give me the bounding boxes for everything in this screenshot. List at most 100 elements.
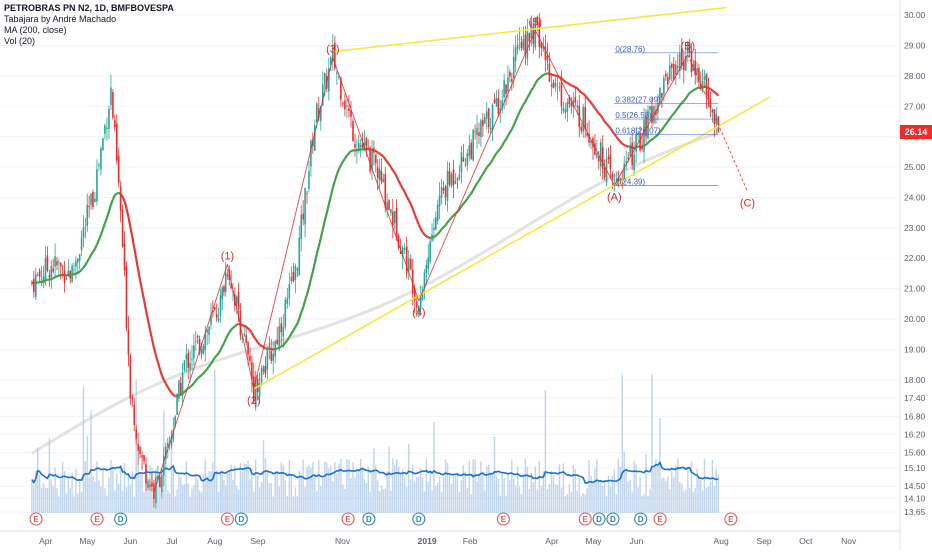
ema-slow-segment	[393, 170, 395, 172]
price-tick-label: 18.00	[904, 375, 926, 385]
time-tick-label: Jun	[630, 536, 644, 546]
volume-bar	[130, 485, 131, 513]
volume-bar	[312, 462, 313, 513]
volume-bar	[610, 486, 611, 513]
volume-bar	[569, 484, 570, 513]
price-tick-label: 15.60	[904, 448, 926, 458]
candle-body	[64, 271, 66, 284]
ema-slow-segment	[444, 225, 446, 227]
volume-bar	[306, 467, 307, 513]
candle-body	[375, 155, 377, 163]
volume-bar	[428, 482, 429, 513]
volume-bar	[322, 478, 323, 513]
volume-bar	[364, 479, 365, 513]
ema-slow-segment	[716, 93, 718, 95]
candle-body	[249, 356, 251, 361]
candle-body	[342, 103, 344, 104]
candle-body	[47, 255, 49, 270]
ema-slow-segment	[119, 193, 121, 194]
volume-bar	[191, 489, 192, 513]
volume-bar	[463, 465, 464, 513]
ema-slow-segment	[440, 229, 442, 232]
volume-bar	[388, 446, 389, 513]
time-tick-label: 2019	[418, 536, 437, 546]
event-letter-11: D	[610, 515, 616, 524]
volume-bar	[184, 484, 185, 513]
candle-body	[346, 105, 348, 106]
volume-bar	[238, 490, 239, 513]
ema-slow-segment	[591, 103, 593, 106]
legend-author: Tabajara by André Machado	[4, 14, 174, 25]
ema-slow-segment	[188, 387, 190, 388]
ema-slow-segment	[59, 275, 61, 276]
volume-bar	[445, 459, 446, 513]
volume-bar	[383, 489, 384, 513]
candle-body	[348, 108, 350, 111]
candle-body	[298, 238, 300, 275]
volume-bar	[182, 485, 183, 513]
candle-body	[582, 107, 584, 132]
candle-body	[490, 128, 492, 129]
volume-bar	[683, 491, 684, 513]
volume-bar	[348, 460, 349, 513]
ema-slow-segment	[620, 142, 622, 144]
candle-body	[476, 128, 478, 136]
ema-slow-segment	[205, 369, 207, 371]
candle-body	[104, 125, 106, 134]
volume-bar	[340, 459, 341, 513]
volume-bar	[655, 459, 656, 513]
ema-slow-segment	[704, 87, 706, 88]
volume-bar	[596, 459, 597, 513]
volume-bar	[689, 488, 690, 513]
volume-bar	[469, 461, 470, 513]
ema-slow-segment	[281, 345, 283, 346]
ema-slow-segment	[201, 373, 203, 375]
ema-slow-segment	[57, 276, 59, 277]
ema-slow-segment	[91, 252, 93, 255]
ema-slow-segment	[710, 89, 712, 90]
candle-body	[575, 97, 577, 103]
candle-body	[106, 128, 108, 130]
candle-body	[90, 194, 92, 205]
volume-bar	[649, 489, 650, 513]
volume-bar	[230, 465, 231, 513]
candle-body	[297, 269, 299, 270]
volume-bar	[606, 496, 607, 513]
volume-bar	[447, 463, 448, 513]
candle-body	[58, 263, 60, 264]
volume-bar	[304, 487, 305, 513]
candle-body	[677, 66, 679, 67]
price-tick-label: 13.65	[904, 507, 926, 517]
event-letter-7: D	[416, 515, 422, 524]
event-letter-5: E	[345, 515, 351, 524]
ema-slow-segment	[695, 88, 697, 89]
volume-bar	[326, 462, 327, 513]
candle-body	[498, 98, 500, 114]
candle-body	[408, 258, 410, 270]
volume-bar	[77, 494, 78, 513]
candle-body	[547, 56, 549, 61]
volume-bar	[356, 471, 357, 513]
event-letter-3: E	[225, 515, 231, 524]
volume-bar	[465, 472, 466, 513]
candle-body	[37, 275, 39, 276]
volume-bar	[629, 480, 630, 513]
volume-bar	[229, 471, 230, 513]
volume-bar	[242, 472, 243, 513]
candle-body	[435, 217, 437, 229]
candle-body	[565, 109, 567, 112]
volume-bar	[41, 488, 42, 513]
volume-bar	[124, 463, 125, 513]
volume-bar	[212, 463, 213, 513]
candle-body	[96, 170, 98, 202]
ema-slow-segment	[626, 146, 628, 147]
candle-body	[708, 91, 710, 100]
volume-bar	[645, 454, 646, 513]
event-letter-2: D	[118, 515, 124, 524]
candle-body	[675, 65, 677, 75]
volume-bar	[90, 410, 91, 513]
volume-bar	[390, 491, 391, 513]
ema-slow-segment	[706, 87, 708, 88]
